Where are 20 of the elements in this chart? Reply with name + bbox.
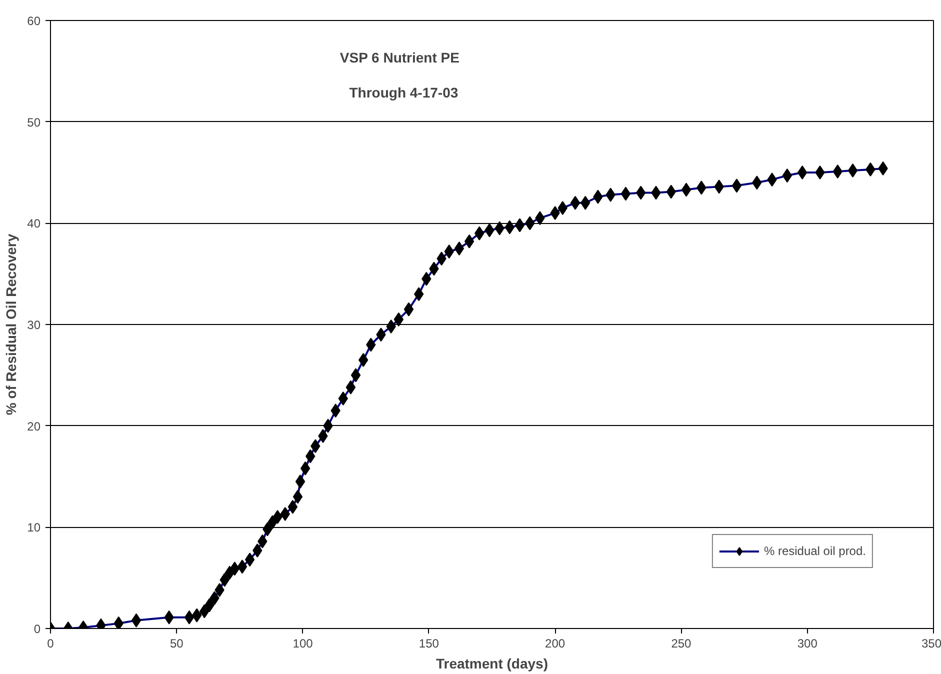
y-tick-label: 60 bbox=[27, 14, 41, 28]
y-axis-title: % of Residual Oil Recovery bbox=[3, 234, 20, 416]
x-tick-label: 0 bbox=[47, 636, 54, 650]
x-tick-label: 150 bbox=[418, 636, 440, 650]
x-tick-label: 200 bbox=[545, 636, 566, 650]
x-tick-label: 250 bbox=[671, 636, 692, 650]
y-tick-label: 30 bbox=[27, 318, 41, 332]
x-tick-label: 50 bbox=[170, 636, 184, 650]
y-tick-label: 50 bbox=[27, 115, 41, 130]
y-tick-label: 0 bbox=[34, 622, 41, 636]
y-tick-label: 40 bbox=[27, 216, 41, 231]
x-axis-title: Treatment (days) bbox=[436, 656, 548, 672]
text: Through 4-17-03 bbox=[349, 84, 458, 100]
x-tick-label: 100 bbox=[292, 636, 314, 650]
x-tick-label: 350 bbox=[921, 636, 941, 650]
text: VSP 6 Nutrient PE bbox=[340, 50, 460, 66]
y-tick-label: 20 bbox=[27, 419, 41, 434]
legend-label: % residual oil prod. bbox=[764, 544, 866, 558]
x-tick-label: 300 bbox=[797, 636, 818, 650]
y-tick-label: 10 bbox=[27, 520, 41, 535]
